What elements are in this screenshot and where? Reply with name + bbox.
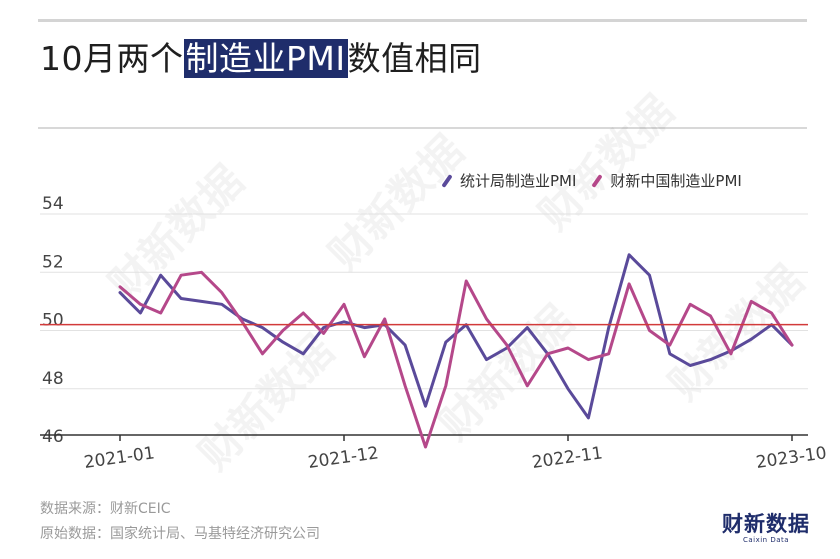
title-prefix: 10月两个 xyxy=(40,39,184,78)
title-suffix: 数值相同 xyxy=(347,39,482,78)
legend-item-caixin: 财新中国制造业PMI xyxy=(590,170,742,191)
y-tick-label: 46 xyxy=(42,427,64,447)
x-tick-label: 2023-10 xyxy=(755,443,828,473)
title-highlight: 制造业PMI xyxy=(183,39,348,78)
y-tick-label: 48 xyxy=(42,369,64,389)
series-line-caixin xyxy=(118,270,794,449)
legend-item-nbs: 统计局制造业PMI xyxy=(440,170,576,191)
x-tick-label: 2021-12 xyxy=(307,443,380,473)
y-tick-label: 50 xyxy=(42,311,64,331)
raw-data-note: 原始数据：国家统计局、马基特经济研究公司 xyxy=(40,526,320,542)
legend-label-caixin: 财新中国制造业PMI xyxy=(610,172,742,190)
title-divider xyxy=(38,127,807,129)
logo-text: 财新数据 xyxy=(722,512,810,536)
x-tick-label: 2022-11 xyxy=(531,443,604,473)
legend-label-nbs: 统计局制造业PMI xyxy=(460,172,577,190)
x-tick-label: 2021-01 xyxy=(83,443,156,473)
logo-subtext: Caixin Data xyxy=(742,536,790,544)
y-tick-label: 54 xyxy=(42,194,64,214)
source-note: 数据来源：财新CEIC xyxy=(40,501,171,517)
page-title: 10月两个制造业PMI数值相同 xyxy=(40,36,482,82)
legend: 统计局制造业PMI 财新中国制造业PMI xyxy=(440,170,742,191)
top-rule xyxy=(38,19,807,22)
caixin-data-logo: 财新数据 Caixin Data xyxy=(720,512,812,545)
y-tick-label: 52 xyxy=(42,252,64,272)
